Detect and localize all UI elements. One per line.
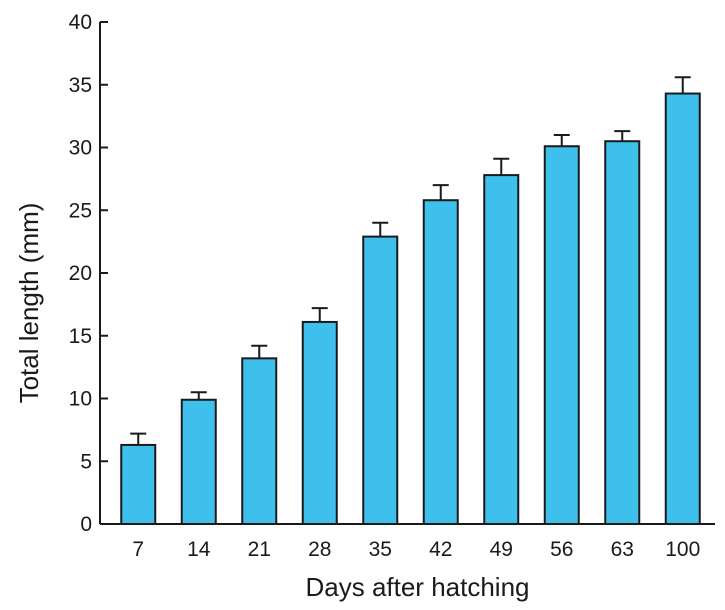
x-tick-label: 49 xyxy=(490,538,513,561)
error-bar xyxy=(432,184,449,201)
y-tick-label: 5 xyxy=(80,450,92,473)
bar xyxy=(180,398,217,526)
x-tick-label: 7 xyxy=(132,538,144,561)
bar xyxy=(604,140,641,525)
y-axis-label: Total length (mm) xyxy=(14,203,44,404)
y-axis-ticks: 0 5 10 15 20 25 30 35 40 xyxy=(69,11,108,536)
error-bar xyxy=(553,133,570,147)
error-bar xyxy=(251,344,268,359)
bar xyxy=(664,92,701,525)
bar xyxy=(543,145,580,525)
error-bar xyxy=(614,130,631,142)
x-tick-label: 14 xyxy=(187,538,211,561)
error-bar xyxy=(372,221,389,237)
x-axis-ticks: 7 14 21 28 35 42 49 56 63 100 xyxy=(132,538,700,561)
y-tick-label: 0 xyxy=(80,513,92,536)
bar xyxy=(483,174,520,526)
x-tick-label: 35 xyxy=(369,538,392,561)
bar xyxy=(422,199,459,526)
error-bar xyxy=(674,76,691,94)
bar xyxy=(241,357,278,525)
x-tick-label: 21 xyxy=(248,538,271,561)
x-tick-label: 100 xyxy=(665,538,700,561)
y-tick-label: 10 xyxy=(69,388,92,411)
error-bar xyxy=(493,157,510,176)
y-tick-label: 30 xyxy=(69,137,92,160)
bar xyxy=(362,235,399,525)
y-tick-label: 15 xyxy=(69,325,92,348)
error-bar xyxy=(190,391,207,400)
error-bar xyxy=(311,307,328,322)
bar xyxy=(301,320,338,525)
y-tick-label: 20 xyxy=(69,262,92,285)
error-bar xyxy=(130,432,147,445)
x-tick-label: 63 xyxy=(611,538,634,561)
y-tick-label: 35 xyxy=(69,74,92,97)
x-tick-label: 42 xyxy=(429,538,452,561)
y-tick-label: 25 xyxy=(69,199,92,222)
bar xyxy=(120,443,157,525)
x-axis-label: Days after hatching xyxy=(305,572,529,602)
y-tick-label: 40 xyxy=(69,11,92,34)
bars xyxy=(120,76,701,526)
x-tick-label: 56 xyxy=(550,538,573,561)
x-tick-label: 28 xyxy=(308,538,331,561)
